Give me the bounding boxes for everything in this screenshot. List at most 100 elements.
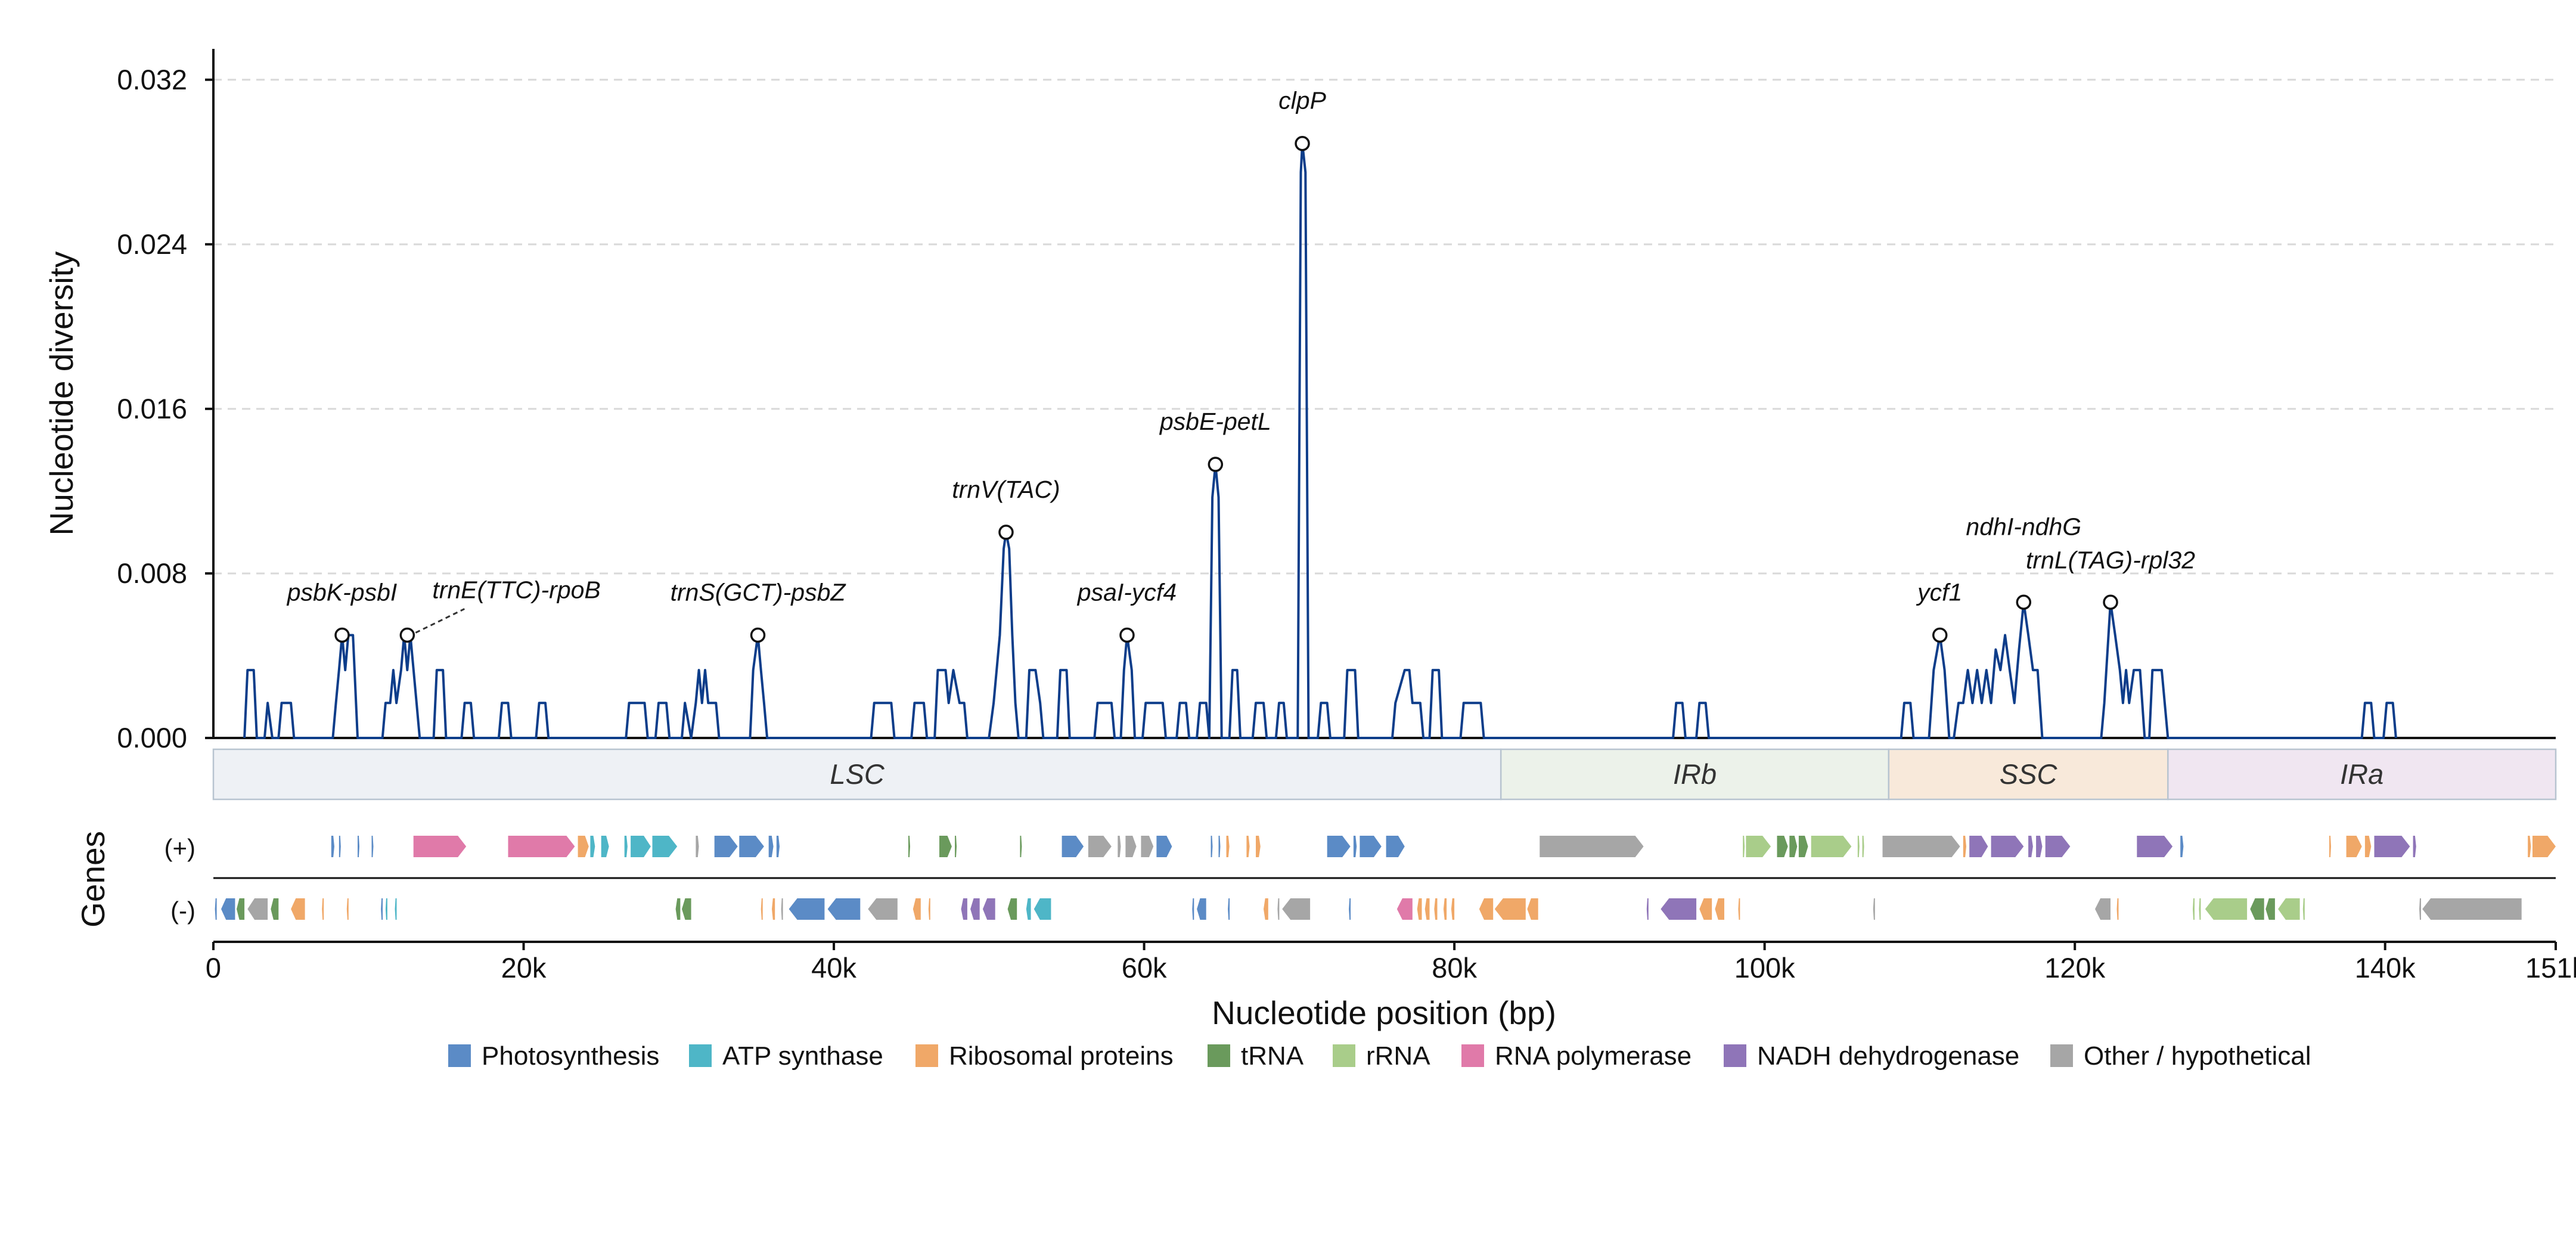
x-tick-label: 20k bbox=[501, 952, 547, 984]
peak-marker bbox=[1208, 457, 1224, 472]
gene-arrow bbox=[1857, 836, 1860, 857]
gene-arrow bbox=[789, 898, 825, 920]
gene-arrow bbox=[781, 898, 783, 920]
peak-label: psaI-ycf4 bbox=[1076, 578, 1177, 606]
gene-arrow bbox=[1699, 898, 1712, 920]
gene-arrow bbox=[271, 898, 279, 920]
gene-arrow bbox=[739, 836, 764, 857]
gene-arrow bbox=[2036, 836, 2043, 857]
gene-arrow bbox=[868, 898, 898, 920]
gene-arrow bbox=[1798, 836, 1808, 857]
region-band bbox=[212, 748, 1502, 801]
gene-arrow bbox=[1088, 836, 1112, 857]
gene-arrow bbox=[339, 836, 341, 857]
legend-swatch bbox=[1461, 1044, 1484, 1067]
gene-arrow bbox=[1360, 836, 1382, 857]
gene-arrow bbox=[682, 898, 691, 920]
gene-arrow bbox=[675, 898, 681, 920]
peak-marker bbox=[750, 627, 766, 643]
gene-arrow bbox=[1197, 898, 1206, 920]
legend-label: rRNA bbox=[1366, 1041, 1430, 1071]
gene-arrow bbox=[1646, 898, 1649, 920]
gene-arrow bbox=[358, 836, 359, 857]
gene-arrow bbox=[1738, 898, 1740, 920]
x-tick-label: 80k bbox=[1432, 952, 1477, 984]
gene-arrow bbox=[1141, 836, 1154, 857]
peak-label: trnV(TAC) bbox=[952, 476, 1060, 503]
gene-tracks bbox=[215, 836, 2556, 920]
peak-label: psbE-petL bbox=[1159, 408, 1271, 435]
gene-arrow bbox=[1192, 898, 1194, 920]
gene-arrow bbox=[322, 898, 324, 920]
x-tick-label: 151k bbox=[2525, 952, 2576, 984]
gene-arrow bbox=[590, 836, 595, 857]
gene-arrow bbox=[2329, 836, 2331, 857]
gene-arrow bbox=[385, 898, 387, 920]
diversity-line bbox=[243, 142, 2397, 739]
gene-arrow bbox=[1862, 836, 1864, 857]
legend-swatch bbox=[1724, 1044, 1746, 1067]
gene-arrow bbox=[1743, 836, 1745, 857]
gene-arrow bbox=[1353, 836, 1357, 857]
gene-arrow bbox=[2528, 836, 2531, 857]
gene-arrow bbox=[1424, 898, 1430, 920]
gene-arrow bbox=[2137, 836, 2173, 857]
gene-arrow bbox=[982, 898, 995, 920]
y-axis-title: Nucleotide diversity bbox=[43, 251, 80, 535]
legend-label: RNA polymerase bbox=[1495, 1041, 1692, 1071]
gene-arrow bbox=[1026, 898, 1031, 920]
gene-arrow bbox=[652, 836, 678, 857]
gene-arrow bbox=[761, 898, 763, 920]
gene-arrow bbox=[1661, 898, 1697, 920]
gene-arrow bbox=[2278, 898, 2300, 920]
gene-arrow bbox=[1434, 898, 1438, 920]
y-tick-label: 0.008 bbox=[117, 557, 187, 589]
gene-arrow bbox=[1969, 836, 1988, 857]
gene-arrow bbox=[1033, 898, 1051, 920]
legend-swatch bbox=[1208, 1044, 1230, 1067]
gene-arrow bbox=[1789, 836, 1798, 857]
x-tick-label: 120k bbox=[2044, 952, 2105, 984]
gene-arrow bbox=[1264, 898, 1268, 920]
gene-arrow bbox=[601, 836, 609, 857]
x-tick-label: 60k bbox=[1122, 952, 1167, 984]
gene-arrow bbox=[1228, 898, 1230, 920]
gene-arrow bbox=[2413, 836, 2416, 857]
gene-arrow bbox=[2532, 836, 2556, 857]
x-tick-label: 140k bbox=[2355, 952, 2416, 984]
gene-arrow bbox=[1211, 836, 1213, 857]
gene-arrow bbox=[215, 898, 217, 920]
y-tick-label: 0.016 bbox=[117, 393, 187, 424]
gene-arrow bbox=[1746, 836, 1771, 857]
x-ticks: 0 20k 40k 60k 80k 100k 120k 140k 151k bbox=[206, 942, 2576, 984]
gene-arrow bbox=[955, 836, 957, 857]
gene-arrow bbox=[2422, 898, 2522, 920]
gene-arrow bbox=[237, 898, 245, 920]
gene-arrow bbox=[961, 898, 967, 920]
legend-swatch bbox=[689, 1044, 712, 1067]
gene-arrow bbox=[1882, 836, 1960, 857]
peak-label: psbK-psbI bbox=[286, 578, 398, 606]
peak-leader-line bbox=[415, 608, 465, 634]
gene-arrow bbox=[1282, 898, 1311, 920]
gene-arrow bbox=[768, 836, 774, 857]
gridlines bbox=[213, 79, 2556, 575]
peak-label: clpP bbox=[1278, 87, 1326, 114]
gene-arrow bbox=[1007, 898, 1017, 920]
peak-marker bbox=[998, 525, 1014, 540]
y-tick-label: 0.024 bbox=[117, 228, 187, 260]
gene-arrow bbox=[1443, 898, 1447, 920]
peak-annotations: psbK-psbI trnE(TTC)-rpoB trnS(GCT)-psbZ trn… bbox=[286, 87, 2195, 643]
legend-label: Photosynthesis bbox=[482, 1041, 659, 1071]
y-ticks: 0.000 0.008 0.016 0.024 0.032 bbox=[117, 64, 213, 753]
gene-arrow bbox=[776, 836, 780, 857]
gene-arrow bbox=[1527, 898, 1538, 920]
peak-marker bbox=[2016, 594, 2032, 610]
gene-arrow bbox=[1811, 836, 1852, 857]
gene-arrow bbox=[381, 898, 383, 920]
gene-arrow bbox=[970, 898, 980, 920]
gene-arrow bbox=[2364, 836, 2372, 857]
gene-arrow bbox=[928, 898, 930, 920]
gene-arrow bbox=[331, 836, 334, 857]
